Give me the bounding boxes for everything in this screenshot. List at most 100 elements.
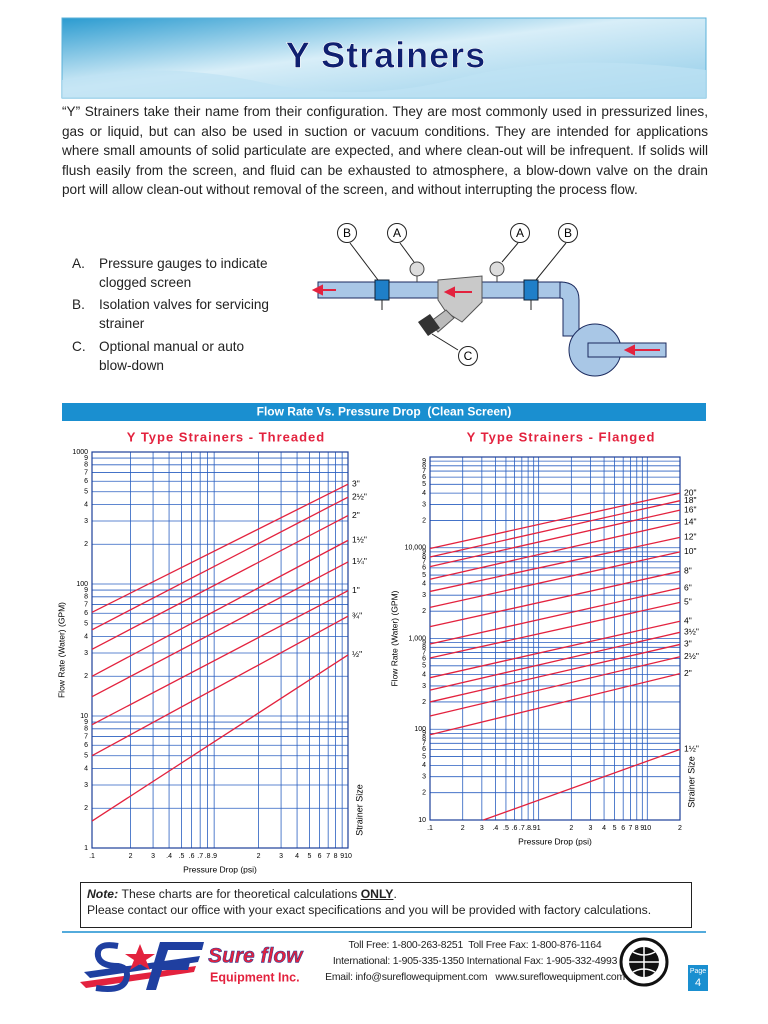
series-line: [429, 551, 681, 609]
diagram-label: B: [343, 226, 351, 240]
y-tick-label: 10: [418, 817, 426, 824]
y-tick-label: 3: [422, 683, 426, 690]
x-tick-label: .1: [89, 853, 95, 860]
series-line: [429, 601, 681, 659]
series-line: [429, 673, 681, 736]
x-tick-label: 2: [129, 853, 133, 860]
note-line: Note: These charts are for theoretical c…: [87, 886, 685, 902]
x-tick-label: .4: [492, 825, 498, 832]
y-tick-label: 7: [422, 649, 426, 656]
series-line: [91, 483, 349, 613]
x-tick-label: 4: [295, 853, 299, 860]
feature-text: Isolation valves for servicing strainer: [99, 297, 269, 332]
series-line: [429, 643, 681, 703]
y-axis-label: Flow Rate (Water) (GPM): [56, 602, 66, 698]
y-tick-label: 7: [422, 559, 426, 566]
y-tick-label: 9: [84, 455, 88, 462]
x-tick-label: 9: [340, 853, 344, 860]
note-emphasis: ONLY: [360, 887, 394, 901]
x-tick-label: .5: [179, 853, 185, 860]
y-tick-label: 8: [422, 735, 426, 742]
x-tick-label: .6: [512, 825, 518, 832]
x-tick-label: 10: [643, 825, 651, 832]
company-name: Sure flow: [208, 945, 304, 968]
y-tick-label: 5: [422, 753, 426, 760]
feature-item: B. Isolation valves for servicing straine…: [72, 295, 272, 334]
y-tick-label: 2: [422, 608, 426, 615]
y-tick-label: 6: [84, 742, 88, 749]
pressure-gauge: [489, 261, 505, 277]
series-label: 2½": [352, 491, 367, 501]
strainer-diagram: B A A B C: [311, 223, 667, 377]
series-label: 16": [684, 504, 696, 514]
feature-text: Optional manual or auto blow-down: [99, 339, 245, 374]
y-tick-label: 10,000: [405, 545, 427, 552]
x-tick-label: 4: [602, 825, 606, 832]
y-tick-label: 3: [422, 501, 426, 508]
feature-letter: A.: [72, 256, 85, 271]
x-tick-label: 2: [461, 825, 465, 832]
y-tick-label: 9: [422, 730, 426, 737]
x-tick-label: 3: [589, 825, 593, 832]
series-label: 3": [352, 478, 360, 488]
strainer-body: [437, 275, 483, 323]
x-tick-label: 2: [257, 853, 261, 860]
series-line: [91, 514, 349, 650]
x-tick-label: 10: [344, 853, 352, 860]
contact-line: Toll Free: 1-800-263-8251 Toll Free Fax:…: [300, 940, 650, 951]
x-tick-label: 2: [569, 825, 573, 832]
section-bar: [62, 403, 706, 421]
y-tick-label: 8: [422, 553, 426, 560]
y-tick-label: 2: [84, 673, 88, 680]
note-end: .: [393, 887, 397, 901]
x-tick-label: .6: [189, 853, 195, 860]
y-tick-label: 9: [422, 549, 426, 556]
series-label: 1": [352, 585, 360, 595]
x-tick-label: 3: [151, 853, 155, 860]
plot-border: [429, 456, 681, 821]
series-label: 10": [684, 546, 696, 556]
series-line: [91, 654, 349, 822]
intro-paragraph: “Y” Strainers take their name from their…: [62, 104, 708, 198]
y-tick-label: 1: [84, 845, 88, 852]
x-tick-label: 6: [318, 853, 322, 860]
x-tick-label: .9: [531, 825, 537, 832]
label-circles: [337, 223, 578, 366]
y-tick-label: 1,000: [408, 635, 426, 642]
diagram-label: A: [516, 226, 524, 240]
series-label: 6": [684, 582, 692, 592]
banner-wave: [62, 62, 706, 98]
x-tick-label: .4: [166, 853, 172, 860]
page-box: [688, 965, 708, 991]
y-tick-label: 5: [84, 753, 88, 760]
blow-down-valve: [418, 314, 440, 336]
company-subtitle: Equipment Inc.: [210, 970, 300, 984]
chart-title: Y Type Strainers - Flanged: [467, 429, 656, 444]
series-line: [91, 590, 349, 726]
diagram-label: C: [464, 349, 473, 363]
series-label: 4": [684, 615, 692, 625]
x-tick-label: 8: [334, 853, 338, 860]
series-line: [429, 587, 681, 645]
x-axis-label: Pressure Drop (psi): [518, 836, 592, 846]
x-tick-label: .8: [525, 825, 531, 832]
diagram-label: A: [393, 226, 401, 240]
series-label: 14": [684, 517, 696, 527]
y-tick-label: 6: [422, 746, 426, 753]
series-label: 8": [684, 566, 692, 576]
series-line: [429, 620, 681, 679]
note-line-2: Please contact our office with your exac…: [87, 903, 652, 917]
contact-text: Toll Free: 1-800-263-8251 Toll Free Fax:…: [348, 940, 602, 951]
series-line: [91, 615, 349, 757]
y-tick-label: 5: [84, 489, 88, 496]
series-label: ¾": [352, 610, 362, 620]
y-tick-label: 4: [422, 671, 426, 678]
series-line: [483, 748, 681, 821]
y-tick-label: 2: [422, 517, 426, 524]
series-line: [91, 539, 349, 677]
feature-item: C. Optional manual or auto blow-down: [72, 337, 272, 376]
y-tick-label: 8: [422, 644, 426, 651]
y-tick-label: 6: [84, 478, 88, 485]
isolation-valve: [523, 279, 539, 301]
